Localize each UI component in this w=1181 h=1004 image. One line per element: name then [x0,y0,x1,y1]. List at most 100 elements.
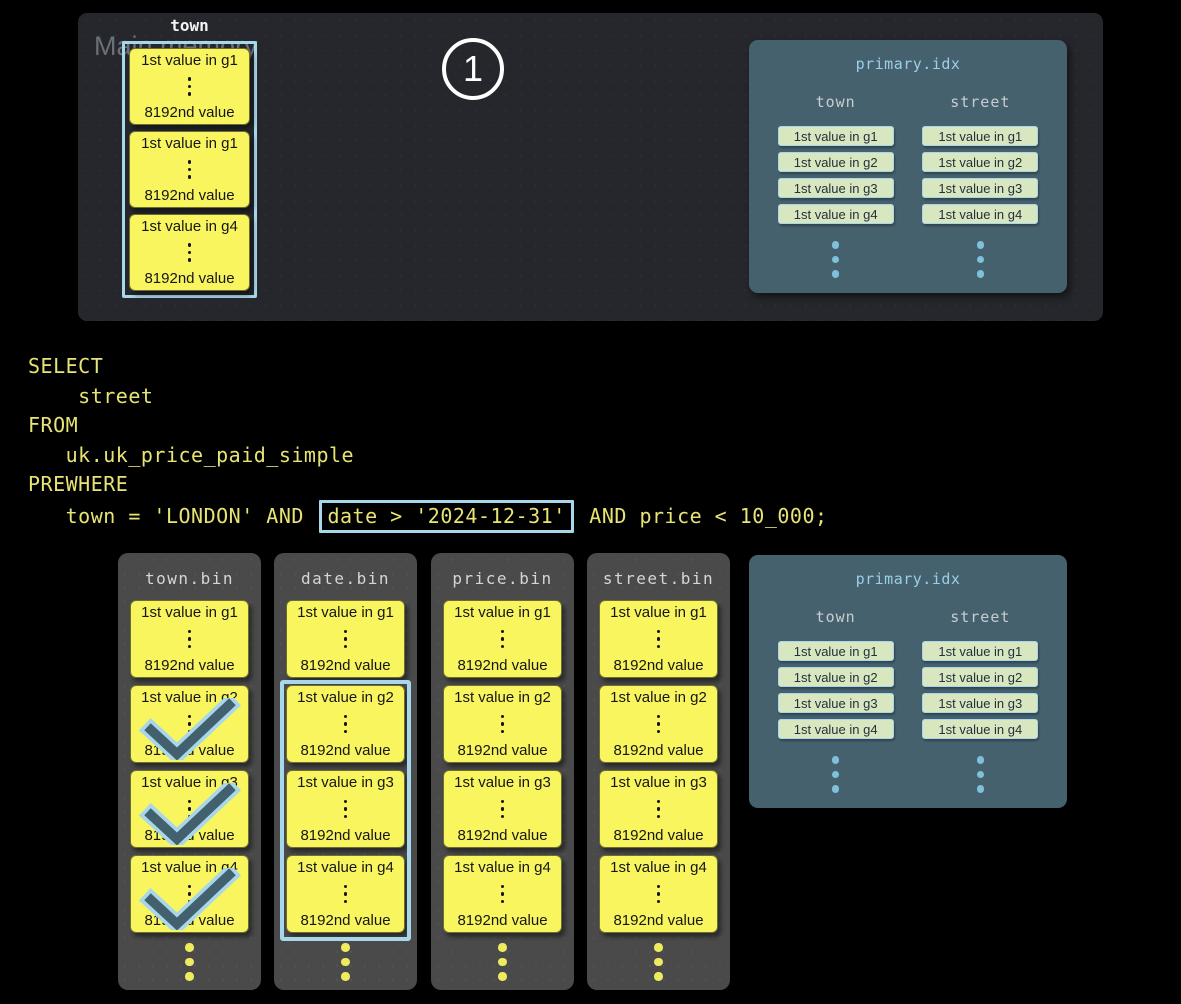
idx-column-header: street [950,608,1011,626]
idx-column-street: street 1st value in g1 1st value in g2 1… [922,93,1039,278]
granule-block-g3: 1st value in g3 8192nd value [443,770,562,848]
more-rows-dots [831,756,840,793]
memory-column-label: town [170,16,209,35]
bin-blocks: 1st value in g1 8192nd value 1st value i… [286,600,405,933]
primary-idx-columns: town 1st value in g1 1st value in g2 1st… [749,93,1067,278]
more-granules-dots [286,943,405,981]
block-top-label: 1st value in g1 [297,604,394,621]
granule-block-g1: 1st value in g1 8192nd value [599,600,718,678]
ellipsis-icon [656,629,661,649]
granule-block-g3: 1st value in g3 8192nd value [286,770,405,848]
block-top-label: 1st value in g2 [141,689,238,706]
bin-file-name: town.bin [144,569,235,588]
sql-line: street [28,383,154,408]
block-top-label: 1st value in g3 [610,774,707,791]
block-top-label: 1st value in g4 [610,859,707,876]
bin-blocks: 1st value in g1 8192nd value 1st value i… [130,600,249,933]
idx-entry: 1st value in g4 [922,204,1039,224]
bin-column-street: street.bin 1st value in g1 8192nd value … [587,553,730,990]
bin-blocks: 1st value in g1 8192nd value 1st value i… [443,600,562,933]
ellipsis-icon [187,77,192,96]
bin-column-price: price.bin 1st value in g1 8192nd value 1… [431,553,574,990]
ellipsis-icon [343,714,348,734]
block-bottom-label: 8192nd value [613,657,704,674]
block-top-label: 1st value in g1 [141,52,238,69]
bin-blocks: 1st value in g1 8192nd value 1st value i… [599,600,718,933]
block-top-label: 1st value in g2 [297,689,394,706]
ellipsis-icon [500,884,505,904]
bin-file-name: date.bin [300,569,391,588]
bin-file-name: street.bin [602,569,715,588]
ellipsis-icon [656,799,661,819]
sql-query-block: SELECT street FROM uk.uk_price_paid_simp… [28,352,828,533]
sql-line: SELECT [28,354,104,378]
idx-entry: 1st value in g2 [922,667,1039,687]
granule-block-g2: 1st value in g2 8192nd value [286,685,405,763]
block-bottom-label: 8192nd value [613,742,704,759]
block-top-label: 1st value in g3 [454,774,551,791]
block-bottom-label: 8192nd value [457,742,548,759]
idx-column-street: street 1st value in g1 1st value in g2 1… [922,608,1039,793]
idx-entry: 1st value in g1 [922,126,1039,146]
ellipsis-icon [187,629,192,649]
granule-block-g1b: 1st value in g1 8192nd value [129,131,250,208]
ellipsis-icon [343,799,348,819]
block-bottom-label: 8192nd value [613,912,704,929]
step-1-badge: 1 [442,38,504,100]
checkmark-icon [138,698,241,760]
block-top-label: 1st value in g1 [141,135,238,152]
ellipsis-icon [500,714,505,734]
block-bottom-label: 8192nd value [457,912,548,929]
block-bottom-label: 8192nd value [613,827,704,844]
bin-column-town: town.bin 1st value in g1 8192nd value 1s… [118,553,261,990]
block-top-label: 1st value in g1 [141,604,238,621]
idx-column-town: town 1st value in g1 1st value in g2 1st… [777,93,894,278]
idx-entry: 1st value in g3 [777,178,894,198]
sql-line: PREWHERE [28,472,129,496]
granule-block-g1: 1st value in g1 8192nd value [443,600,562,678]
block-bottom-label: 8192nd value [144,270,235,287]
more-rows-dots [976,241,985,278]
idx-entry: 1st value in g2 [922,152,1039,172]
sql-condition-suffix: AND price < 10_000; [576,503,828,528]
granule-block-g2: 1st value in g2 8192nd value [443,685,562,763]
idx-column-header: town [815,608,856,626]
granule-block-g2-selected: 1st value in g2 8192nd value [130,685,249,763]
ellipsis-icon [500,629,505,649]
ellipsis-icon [656,884,661,904]
idx-entry: 1st value in g1 [777,641,894,661]
sql-condition-line: town = 'LONDON' AND date > '2024-12-31' … [28,499,828,533]
block-top-label: 1st value in g2 [454,689,551,706]
more-granules-dots [130,943,249,981]
idx-entry: 1st value in g4 [777,204,894,224]
block-top-label: 1st value in g1 [610,604,707,621]
idx-entry: 1st value in g3 [922,693,1039,713]
block-bottom-label: 8192nd value [144,104,235,121]
block-top-label: 1st value in g4 [454,859,551,876]
granule-block-g1: 1st value in g1 8192nd value [129,48,250,125]
block-top-label: 1st value in g4 [141,218,238,235]
block-top-label: 1st value in g3 [141,774,238,791]
block-top-label: 1st value in g2 [610,689,707,706]
idx-entry: 1st value in g1 [777,126,894,146]
granule-block-g1: 1st value in g1 8192nd value [130,600,249,678]
checkmark-icon [138,783,241,845]
granule-block-g4: 1st value in g4 8192nd value [599,855,718,933]
granule-block-g4: 1st value in g4 8192nd value [443,855,562,933]
sql-condition-prefix: town = 'LONDON' AND [28,503,317,528]
ellipsis-icon [343,629,348,649]
idx-column-header: town [815,93,856,111]
granule-block-g4: 1st value in g4 8192nd value [129,214,250,291]
idx-entry: 1st value in g3 [922,178,1039,198]
highlighted-date-predicate: date > '2024-12-31' [319,499,574,533]
idx-entry: 1st value in g2 [777,152,894,172]
primary-idx-panel-top: primary.idx town 1st value in g1 1st val… [749,40,1067,293]
more-rows-dots [831,241,840,278]
idx-entry: 1st value in g4 [777,719,894,739]
idx-column-town: town 1st value in g1 1st value in g2 1st… [777,608,894,793]
granule-block-g3: 1st value in g3 8192nd value [599,770,718,848]
checkmark-icon [138,868,241,930]
granule-block-g1: 1st value in g1 8192nd value [286,600,405,678]
ellipsis-icon [500,799,505,819]
